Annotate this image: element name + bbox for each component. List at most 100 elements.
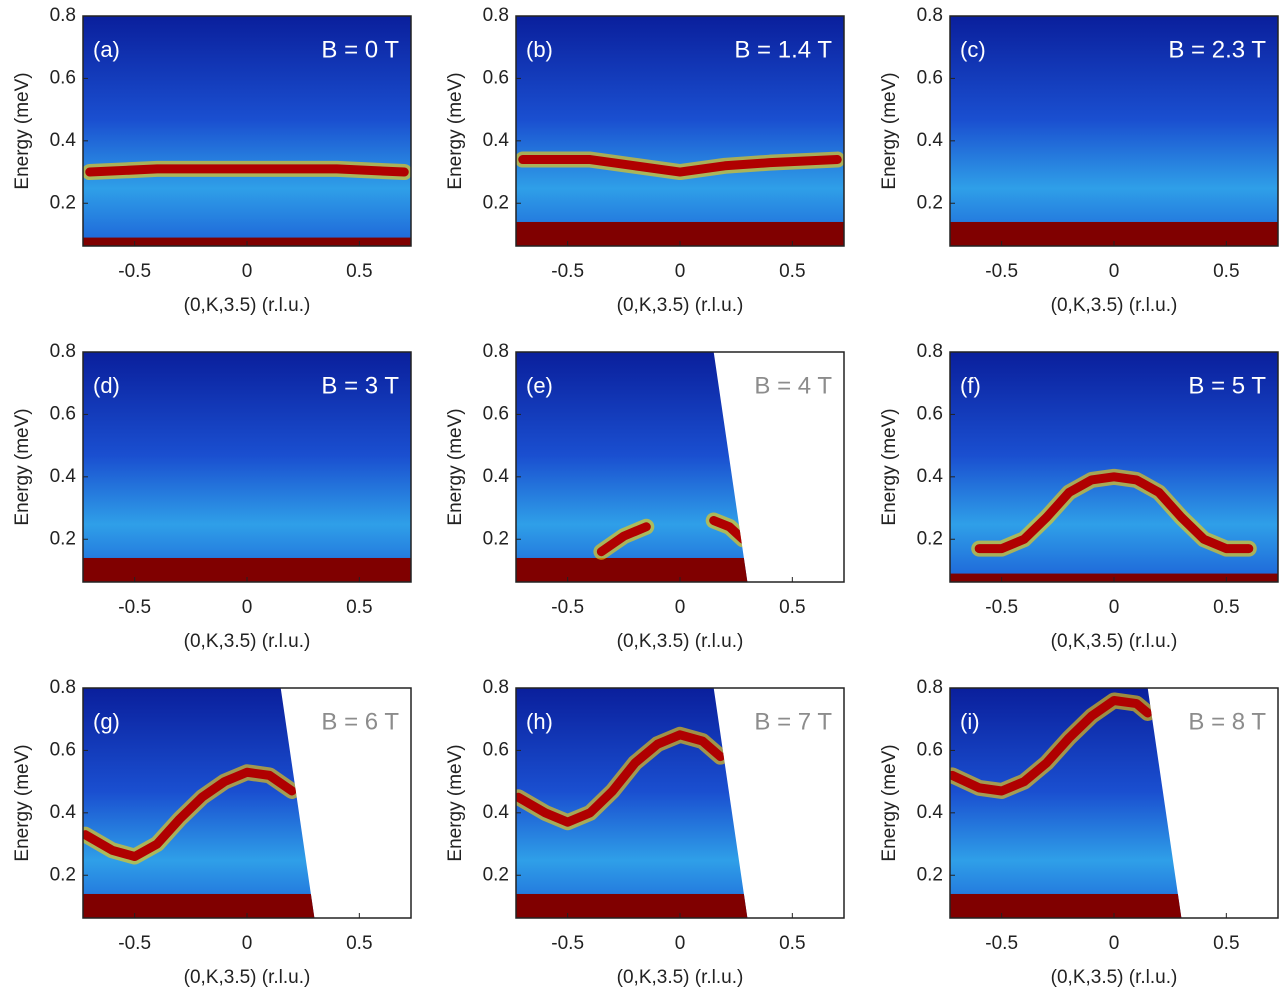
y-tick-label: 0.6: [483, 403, 509, 424]
y-tick-label: 0.8: [917, 341, 943, 362]
x-tick-label: 0.5: [779, 261, 805, 282]
panel: -0.5 0 0.5 0.2 0.4 0.6 0.8 (0,K,3.5) (r.l.u.) En…: [12, 5, 412, 316]
panel-label: (b): [526, 37, 553, 62]
x-axis-label: (0,K,3.5) (r.l.u.): [184, 631, 311, 652]
x-tick-label: -0.5: [118, 597, 151, 618]
y-tick-label: 0.6: [483, 739, 509, 760]
panel: -0.5 0 0.5 0.2 0.4 0.6 0.8 (0,K,3.5) (r.l.u.) En…: [445, 341, 845, 652]
field-annotation: B = 8 T: [1188, 708, 1266, 735]
x-tick-label: 0.5: [1213, 597, 1239, 618]
x-axis-label: (0,K,3.5) (r.l.u.): [184, 967, 311, 988]
y-tick-label: 0.4: [50, 130, 77, 151]
heatmap: [83, 352, 411, 582]
x-tick-label: -0.5: [551, 597, 584, 618]
heatmap: [516, 688, 748, 918]
y-tick-label: 0.2: [917, 192, 943, 213]
field-annotation: B = 4 T: [754, 372, 832, 399]
x-tick-label: 0.5: [1213, 261, 1239, 282]
y-tick-label: 0.4: [483, 802, 510, 823]
y-axis-label: Energy (meV): [445, 408, 466, 525]
y-tick-label: 0.4: [50, 466, 77, 487]
panel-label: (a): [93, 37, 120, 62]
panel-label: (h): [526, 709, 553, 734]
y-tick-label: 0.8: [917, 677, 943, 698]
y-tick-label: 0.4: [483, 466, 510, 487]
dispersion: [83, 767, 297, 862]
y-tick-label: 0.2: [50, 192, 76, 213]
field-annotation: B = 3 T: [321, 372, 399, 399]
x-tick-label: 0: [242, 597, 253, 618]
panel: -0.5 0 0.5 0.2 0.4 0.6 0.8 (0,K,3.5) (r.l.u.) En…: [445, 677, 845, 988]
y-tick-label: 0.8: [50, 5, 76, 26]
y-tick-label: 0.6: [917, 739, 943, 760]
heatmap-background: [516, 16, 844, 246]
heatmap-background: [516, 352, 748, 582]
y-tick-label: 0.8: [50, 341, 76, 362]
y-tick-label: 0.2: [483, 864, 509, 885]
x-tick-label: 0: [242, 261, 253, 282]
elastic-band: [83, 893, 315, 918]
y-axis-label: Energy (meV): [445, 744, 466, 861]
x-tick-label: -0.5: [985, 261, 1018, 282]
elastic-band: [950, 893, 1182, 918]
y-tick-label: 0.8: [483, 341, 509, 362]
x-tick-label: 0: [1109, 933, 1120, 954]
heatmap: [950, 352, 1278, 582]
field-annotation: B = 5 T: [1188, 372, 1266, 399]
x-tick-label: -0.5: [551, 933, 584, 954]
heatmap-background: [950, 16, 1278, 246]
dispersion: [974, 472, 1254, 554]
y-tick-label: 0.8: [483, 5, 509, 26]
panel-label: (f): [960, 373, 981, 398]
y-tick-label: 0.4: [50, 802, 77, 823]
x-tick-label: 0: [675, 933, 686, 954]
x-axis-label: (0,K,3.5) (r.l.u.): [1051, 631, 1178, 652]
panel: -0.5 0 0.5 0.2 0.4 0.6 0.8 (0,K,3.5) (r.l.u.) En…: [12, 341, 412, 652]
y-tick-label: 0.2: [917, 864, 943, 885]
panel: -0.5 0 0.5 0.2 0.4 0.6 0.8 (0,K,3.5) (r.l.u.) En…: [12, 677, 412, 988]
y-tick-label: 0.6: [483, 67, 509, 88]
panel-label: (g): [93, 709, 120, 734]
x-tick-label: 0: [1109, 597, 1120, 618]
y-tick-label: 0.2: [917, 528, 943, 549]
x-tick-label: 0.5: [779, 597, 805, 618]
panel-label: (c): [960, 37, 986, 62]
y-axis-label: Energy (meV): [12, 408, 33, 525]
x-tick-label: 0.5: [346, 933, 372, 954]
y-axis-label: Energy (meV): [879, 744, 900, 861]
x-axis-label: (0,K,3.5) (r.l.u.): [1051, 967, 1178, 988]
y-tick-label: 0.6: [917, 403, 943, 424]
y-tick-label: 0.8: [917, 5, 943, 26]
x-tick-label: -0.5: [985, 597, 1018, 618]
heatmap-background: [950, 688, 1182, 918]
panel-label: (e): [526, 373, 553, 398]
field-annotation: B = 2.3 T: [1168, 36, 1266, 63]
elastic-band: [516, 893, 748, 918]
dispersion: [596, 516, 748, 557]
x-tick-label: 0: [675, 597, 686, 618]
heatmap: [83, 688, 315, 918]
x-axis-label: (0,K,3.5) (r.l.u.): [1051, 295, 1178, 316]
x-tick-label: -0.5: [118, 933, 151, 954]
x-tick-label: 0.5: [346, 261, 372, 282]
y-tick-label: 0.6: [50, 67, 76, 88]
x-axis-label: (0,K,3.5) (r.l.u.): [617, 967, 744, 988]
field-annotation: B = 0 T: [321, 36, 399, 63]
heatmap-background: [83, 352, 411, 582]
dispersion: [950, 695, 1153, 796]
x-axis-label: (0,K,3.5) (r.l.u.): [617, 631, 744, 652]
x-tick-label: -0.5: [985, 933, 1018, 954]
x-axis-label: (0,K,3.5) (r.l.u.): [617, 295, 744, 316]
x-tick-label: 0: [242, 933, 253, 954]
y-axis-label: Energy (meV): [12, 744, 33, 861]
y-tick-label: 0.2: [50, 864, 76, 885]
field-annotation: B = 1.4 T: [734, 36, 832, 63]
y-tick-label: 0.6: [917, 67, 943, 88]
y-tick-label: 0.4: [917, 802, 944, 823]
heatmap: [950, 16, 1278, 246]
dispersion: [85, 164, 409, 177]
heatmap: [516, 352, 748, 582]
y-tick-label: 0.2: [483, 192, 509, 213]
x-tick-label: 0.5: [1213, 933, 1239, 954]
